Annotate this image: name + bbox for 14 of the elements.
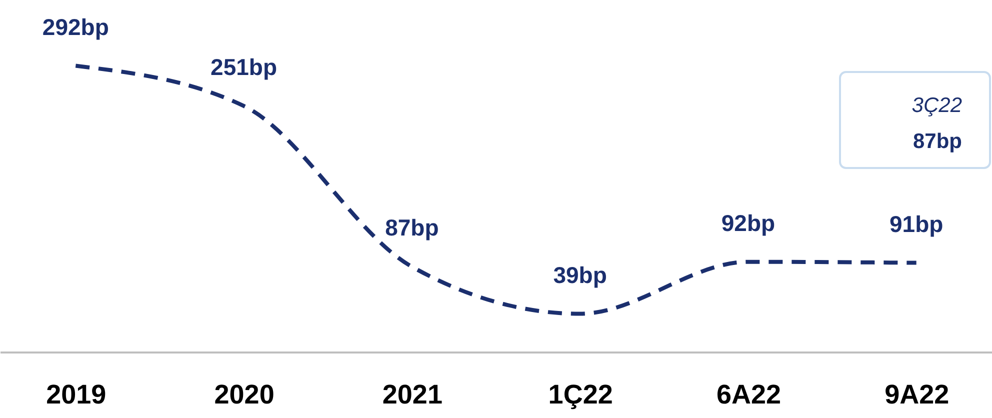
annotation: 87bp: [912, 130, 962, 153]
x-tick-label: 9A22: [884, 380, 950, 410]
data-label: 92bp: [721, 210, 776, 236]
x-tick-label: 2020: [214, 380, 274, 410]
data-label: 39bp: [553, 262, 607, 288]
annotation: 3Ç22: [912, 94, 962, 117]
x-tick-label: 2019: [46, 380, 106, 410]
data-label: 251bp: [210, 54, 278, 80]
x-tick-label: 2021: [382, 380, 442, 410]
data-label: 292bp: [42, 14, 109, 40]
data-label: 87bp: [385, 214, 439, 241]
data-label: 91bp: [889, 210, 944, 237]
x-tick-label: 1Ç22: [548, 380, 613, 410]
x-tick-label: 6A22: [716, 380, 781, 410]
